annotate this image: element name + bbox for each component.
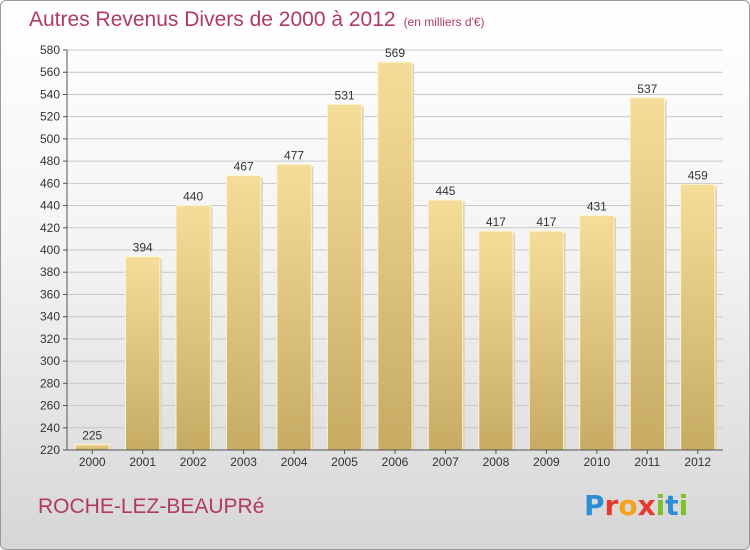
bar [579, 215, 615, 451]
bar [225, 175, 262, 451]
title-block: Autres Revenus Divers de 2000 à 2012 (en … [29, 8, 485, 32]
x-tick-label: 2011 [634, 455, 660, 469]
chart-title: Autres Revenus Divers de 2000 à 2012 [29, 8, 396, 31]
bar [377, 61, 413, 451]
bar [427, 199, 464, 451]
x-tick-label: 2000 [79, 455, 106, 469]
bar [175, 205, 211, 451]
x-tick-label: 2004 [281, 455, 308, 469]
x-tick-label: 2002 [180, 455, 207, 469]
data-label: 467 [234, 160, 254, 174]
x-tick-label: 2005 [331, 455, 358, 469]
data-label: 440 [183, 190, 203, 204]
y-tick-label: 220 [40, 443, 60, 457]
data-label: 445 [435, 184, 455, 198]
bar [74, 443, 110, 451]
data-label: 537 [637, 82, 657, 96]
chart-subtitle: (en milliers d'€) [403, 15, 485, 29]
data-label: 417 [486, 215, 506, 229]
x-tick-label: 2003 [230, 455, 257, 469]
data-label: 531 [335, 88, 355, 102]
y-tick-label: 500 [40, 132, 60, 146]
x-tick-label: 2012 [684, 455, 711, 469]
axes: 220 240 260 280 300 320 340 360 380 400 420 440 460 4… [40, 43, 723, 469]
y-tick-label: 520 [40, 110, 60, 124]
bar [629, 97, 665, 451]
bar [125, 256, 161, 451]
data-label: 417 [536, 215, 556, 229]
y-tick-label: 260 [40, 399, 60, 413]
data-label: 394 [133, 241, 153, 255]
y-tick-label: 460 [40, 176, 60, 190]
bar [680, 183, 716, 451]
x-tick-label: 2001 [129, 455, 156, 469]
y-tick-label: 280 [40, 376, 60, 390]
y-tick-label: 340 [40, 310, 60, 324]
y-tick-label: 320 [40, 332, 60, 346]
y-tick-label: 380 [40, 265, 60, 279]
data-label: 431 [587, 200, 607, 214]
proxiti-logo[interactable]: Proxiti [584, 489, 689, 522]
data-label: 459 [688, 168, 708, 182]
y-tick-label: 580 [40, 43, 60, 57]
y-tick-label: 300 [40, 354, 60, 368]
data-label: 477 [284, 148, 304, 162]
bar [276, 163, 312, 451]
y-tick-label: 440 [40, 199, 60, 213]
bar [528, 230, 565, 451]
y-tick-label: 480 [40, 154, 60, 168]
x-tick-label: 2007 [432, 455, 459, 469]
y-tick-label: 360 [40, 287, 60, 301]
bars: 225 394 440 467 477 531 569 445 417 417 431 537 459 [74, 46, 717, 451]
data-label: 225 [82, 428, 102, 442]
y-tick-label: 420 [40, 221, 60, 235]
x-tick-label: 2009 [533, 455, 560, 469]
x-tick-label: 2010 [583, 455, 610, 469]
y-tick-label: 400 [40, 243, 60, 257]
x-tick-label: 2006 [382, 455, 409, 469]
y-tick-label: 540 [40, 87, 60, 101]
bar [478, 230, 514, 451]
y-tick-label: 240 [40, 421, 60, 435]
commune-name: ROCHE-LEZ-BEAUPRé [38, 495, 265, 518]
x-tick-label: 2008 [483, 455, 510, 469]
data-label: 569 [385, 46, 405, 60]
bar [326, 103, 363, 451]
y-tick-label: 560 [40, 65, 60, 79]
